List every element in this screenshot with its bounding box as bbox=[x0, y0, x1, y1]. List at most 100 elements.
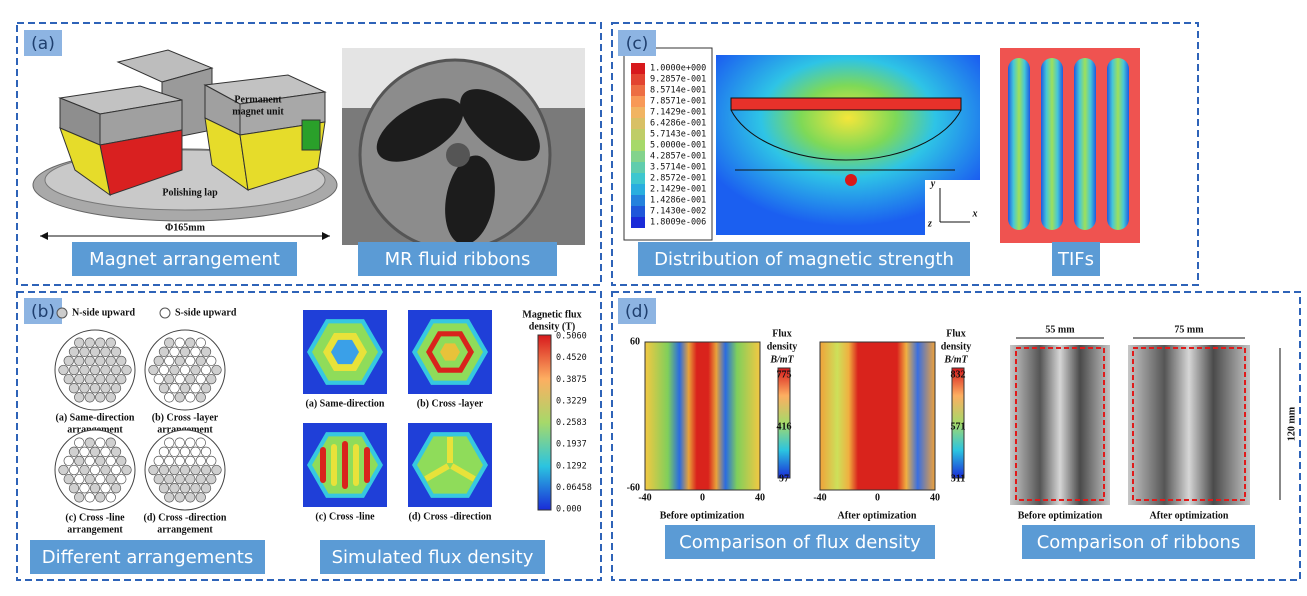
magnet bbox=[74, 438, 84, 448]
flux-maps bbox=[645, 342, 964, 490]
annotation: Polishing lap bbox=[162, 187, 218, 198]
dimension-label: 75 mm bbox=[1174, 324, 1204, 335]
colorbar bbox=[538, 335, 551, 510]
flux-map bbox=[353, 444, 359, 486]
legend-value: 1.0000e+000 bbox=[650, 64, 706, 74]
tif-image bbox=[1000, 48, 1140, 243]
magnet bbox=[196, 393, 206, 403]
magnet bbox=[116, 474, 126, 484]
magnet bbox=[201, 483, 211, 493]
magnetic-simulation bbox=[716, 55, 980, 235]
magnet bbox=[95, 393, 105, 403]
colorbar-tick: 775 bbox=[777, 369, 792, 380]
magnet bbox=[85, 474, 95, 484]
colorbar-tick: 311 bbox=[951, 473, 965, 484]
legend-swatch bbox=[631, 107, 645, 118]
legend-swatch bbox=[631, 129, 645, 140]
magnet bbox=[201, 447, 211, 457]
magnet bbox=[69, 447, 79, 457]
magnet bbox=[106, 374, 116, 384]
magnet bbox=[106, 393, 116, 403]
magnet bbox=[164, 393, 174, 403]
magnet bbox=[69, 383, 79, 393]
magnet bbox=[175, 338, 185, 348]
magnet bbox=[185, 338, 195, 348]
colorbar-title: Flux bbox=[946, 328, 965, 339]
map-caption: Before optimization bbox=[660, 510, 745, 521]
magnet bbox=[95, 474, 105, 484]
magnet bbox=[95, 493, 105, 503]
magnet bbox=[122, 365, 132, 375]
legend-value: 7.1429e-001 bbox=[650, 108, 706, 118]
magnet bbox=[154, 374, 164, 384]
arrangement-label: arrangement bbox=[157, 524, 213, 535]
magnet bbox=[111, 347, 121, 357]
legend-swatch bbox=[631, 217, 645, 228]
arrangement-label: (a) Same-direction bbox=[56, 412, 135, 423]
photo-caption: Before optimization bbox=[1018, 510, 1103, 521]
legend-swatch bbox=[631, 118, 645, 129]
ribbon-photo bbox=[342, 48, 585, 250]
legend-swatch bbox=[631, 184, 645, 195]
x-tick-label: -40 bbox=[638, 492, 651, 503]
magnet bbox=[74, 493, 84, 503]
simulation-label: (c) Cross -line bbox=[315, 511, 375, 522]
magnet bbox=[201, 383, 211, 393]
magnet bbox=[80, 365, 90, 375]
magnet bbox=[74, 356, 84, 366]
magnet bbox=[185, 356, 195, 366]
magnet bbox=[196, 438, 206, 448]
legend-value: 4.2857e-001 bbox=[650, 152, 706, 162]
magnet bbox=[74, 393, 84, 403]
magnet bbox=[69, 365, 79, 375]
magnet bbox=[164, 356, 174, 366]
magnet bbox=[111, 465, 121, 475]
magnet bbox=[175, 374, 185, 384]
magnet bbox=[180, 483, 190, 493]
arrangement-label: (b) Cross -layer bbox=[152, 412, 219, 423]
colorbar-unit: B/mT bbox=[769, 354, 794, 365]
flux-map bbox=[320, 447, 326, 483]
magnet bbox=[196, 456, 206, 466]
magnet bbox=[175, 474, 185, 484]
magnet bbox=[106, 474, 116, 484]
legend-swatch bbox=[631, 151, 645, 162]
caption: Comparison of ribbons bbox=[1037, 532, 1241, 553]
colorbar-tick: 0.3875 bbox=[556, 375, 587, 385]
magnet bbox=[74, 474, 84, 484]
cad-model bbox=[33, 50, 337, 240]
magnet bbox=[80, 483, 90, 493]
magnet bbox=[90, 465, 100, 475]
magnet bbox=[95, 438, 105, 448]
panel-label: (d) bbox=[625, 302, 649, 322]
panel-label: (a) bbox=[31, 34, 55, 54]
magnet bbox=[185, 438, 195, 448]
magnet bbox=[149, 465, 159, 475]
legend-swatch bbox=[631, 140, 645, 151]
dimension-label: 55 mm bbox=[1045, 324, 1075, 335]
magnet bbox=[170, 347, 180, 357]
magnet bbox=[201, 365, 211, 375]
colorbar-tick: 97 bbox=[779, 473, 789, 484]
magnet bbox=[159, 365, 169, 375]
magnet bbox=[90, 383, 100, 393]
magnet bbox=[64, 474, 74, 484]
magnet bbox=[69, 347, 79, 357]
caption: MR fluid ribbons bbox=[385, 249, 531, 270]
magnet bbox=[159, 483, 169, 493]
magnet bbox=[206, 356, 216, 366]
panel-label: (b) bbox=[31, 302, 55, 322]
legend-value: 1.4286e-001 bbox=[650, 196, 706, 206]
x-tick-label: 40 bbox=[755, 492, 765, 503]
magnet bbox=[196, 356, 206, 366]
legend-value: 3.5714e-001 bbox=[650, 163, 706, 173]
magnet bbox=[59, 465, 69, 475]
x-tick-label: 0 bbox=[700, 492, 705, 503]
magnet bbox=[111, 447, 121, 457]
magnet bbox=[170, 483, 180, 493]
magnet bbox=[180, 447, 190, 457]
figure: (a)Permanentmagnet unitPolishing lapΦ165… bbox=[0, 0, 1307, 596]
caption: Simulated flux density bbox=[332, 547, 534, 568]
x-tick-label: 0 bbox=[875, 492, 880, 503]
magnet bbox=[191, 483, 201, 493]
